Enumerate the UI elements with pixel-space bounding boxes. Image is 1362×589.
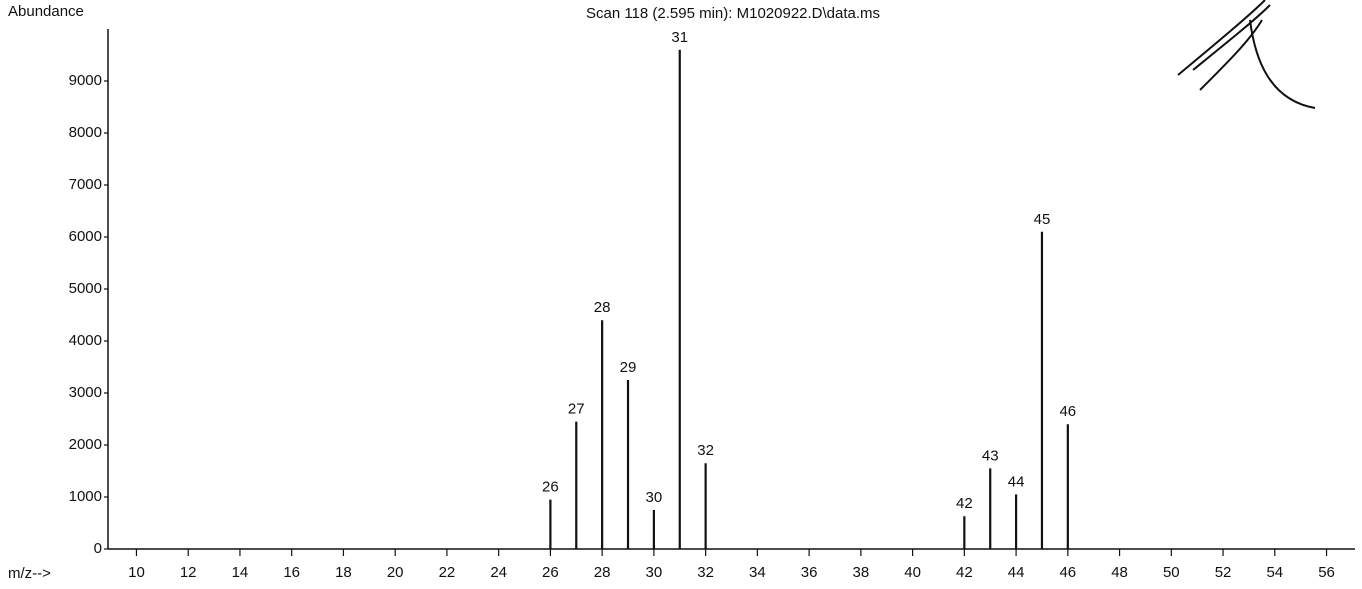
peak-label: 45 <box>1034 211 1051 228</box>
y-tick-label: 4000 <box>69 332 102 349</box>
y-tick-label: 2000 <box>69 436 102 453</box>
peak-label: 26 <box>542 479 559 496</box>
x-axis-label: m/z--> <box>8 565 51 582</box>
signature <box>1177 0 1316 109</box>
peak-label: 44 <box>1008 473 1025 490</box>
y-tick-label: 6000 <box>69 228 102 245</box>
x-tick-label: 48 <box>1111 564 1128 581</box>
y-tick-label: 3000 <box>69 384 102 401</box>
x-tick-label: 52 <box>1215 564 1232 581</box>
x-tick-label: 20 <box>387 564 404 581</box>
x-tick-label: 50 <box>1163 564 1180 581</box>
peak-label: 31 <box>671 29 688 46</box>
peak-label: 32 <box>697 442 714 459</box>
x-tick-label: 16 <box>283 564 300 581</box>
x-tick-label: 40 <box>904 564 921 581</box>
y-tick-label: 5000 <box>69 280 102 297</box>
x-tick-label: 32 <box>697 564 714 581</box>
y-axis-label: Abundance <box>8 3 84 20</box>
x-tick-label: 18 <box>335 564 352 581</box>
x-tick-label: 28 <box>594 564 611 581</box>
x-tick-label: 30 <box>646 564 663 581</box>
peak-label: 43 <box>982 447 999 464</box>
chart-title: Scan 118 (2.595 min): M1020922.D\data.ms <box>586 5 880 22</box>
x-tick-label: 38 <box>853 564 870 581</box>
peak-label: 27 <box>568 401 585 418</box>
x-tick-label: 24 <box>490 564 507 581</box>
x-tick-label: 56 <box>1318 564 1335 581</box>
y-tick-label: 7000 <box>69 176 102 193</box>
x-tick-label: 42 <box>956 564 973 581</box>
x-tick-label: 44 <box>1008 564 1025 581</box>
y-tick-label: 1000 <box>69 488 102 505</box>
x-tick-label: 14 <box>232 564 249 581</box>
peak-label: 46 <box>1059 403 1076 420</box>
x-tick-label: 46 <box>1059 564 1076 581</box>
x-tick-label: 12 <box>180 564 197 581</box>
peak-label: 42 <box>956 495 973 512</box>
y-tick-label: 0 <box>94 540 102 557</box>
peak-label: 28 <box>594 299 611 316</box>
x-tick-label: 54 <box>1266 564 1283 581</box>
y-tick-label: 8000 <box>69 124 102 141</box>
x-tick-label: 22 <box>439 564 456 581</box>
x-tick-label: 36 <box>801 564 818 581</box>
y-tick-label: 9000 <box>69 72 102 89</box>
x-tick-label: 34 <box>749 564 766 581</box>
peak-label: 30 <box>646 489 663 506</box>
x-tick-label: 10 <box>128 564 145 581</box>
peak-label: 29 <box>620 359 637 376</box>
x-tick-label: 26 <box>542 564 559 581</box>
